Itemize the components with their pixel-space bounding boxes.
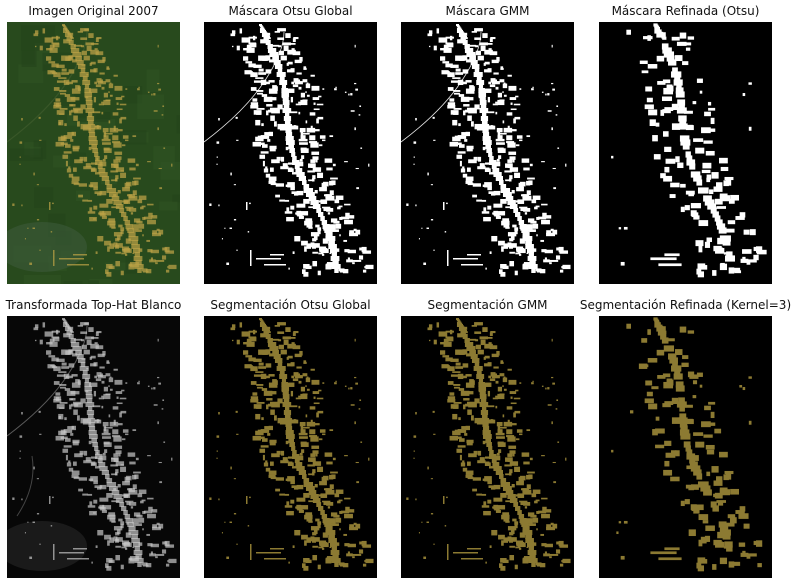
panel-title: Máscara GMM bbox=[445, 4, 530, 18]
panel-refined-seg: Segmentación Refinada (Kernel=3) bbox=[580, 296, 791, 578]
panel-title: Máscara Refinada (Otsu) bbox=[611, 4, 760, 18]
image-content bbox=[401, 24, 571, 277]
panel-title: Segmentación Refinada (Kernel=3) bbox=[579, 298, 792, 312]
image-background bbox=[599, 22, 772, 284]
image-content bbox=[7, 318, 177, 571]
panel-image bbox=[7, 316, 180, 578]
panel-image bbox=[204, 22, 377, 284]
panel-image bbox=[7, 22, 180, 284]
panel-image bbox=[401, 22, 574, 284]
panel-gmm-mask: Máscara GMM bbox=[401, 2, 574, 284]
panel-image bbox=[204, 316, 377, 578]
image-content bbox=[204, 24, 374, 277]
image-content bbox=[611, 317, 763, 572]
panel-title: Máscara Otsu Global bbox=[228, 4, 353, 18]
image-content bbox=[7, 24, 180, 284]
panel-image bbox=[401, 316, 574, 578]
image-content bbox=[611, 23, 767, 278]
panel-title: Imagen Original 2007 bbox=[28, 4, 159, 18]
panel-gmm-seg: Segmentación GMM bbox=[401, 296, 574, 578]
panel-tophat: Transformada Top-Hat Blanco bbox=[6, 296, 181, 578]
panel-otsu-mask: Máscara Otsu Global bbox=[204, 2, 377, 284]
image-content bbox=[406, 318, 571, 571]
image-content bbox=[209, 318, 374, 571]
panel-title: Transformada Top-Hat Blanco bbox=[5, 298, 182, 312]
panel-title: Segmentación GMM bbox=[427, 298, 548, 312]
panel-otsu-seg: Segmentación Otsu Global bbox=[204, 296, 377, 578]
panel-image bbox=[599, 316, 772, 578]
panel-refined-mask: Máscara Refinada (Otsu) bbox=[599, 2, 772, 284]
panel-original: Imagen Original 2007 bbox=[7, 2, 180, 284]
panel-image bbox=[599, 22, 772, 284]
panel-title: Segmentación Otsu Global bbox=[210, 298, 371, 312]
